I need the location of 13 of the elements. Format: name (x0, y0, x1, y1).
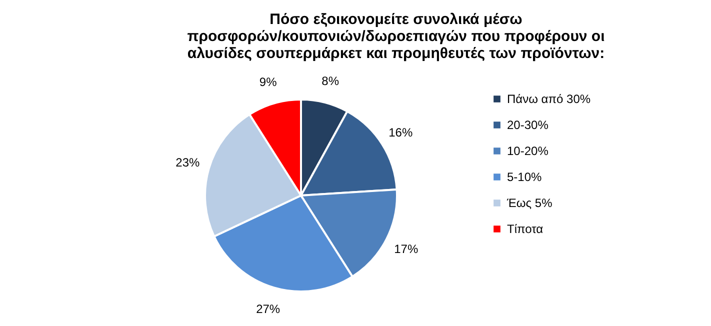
data-label: 9% (259, 75, 278, 90)
legend-label: 20-30% (507, 118, 549, 132)
legend-label: Πάνω από 30% (507, 92, 591, 106)
data-label: 27% (256, 302, 280, 316)
chart-title: Πόσο εξοικονομείτε συνολικά μέσω προσφορών/κουπονιών/δωροεπιαγών που προφέρουν οι αλυσίδες σουπερμάρκετ και προμηθευτές των προϊόντων: (187, 11, 605, 62)
legend-label: Έως 5% (506, 196, 553, 210)
data-label: 16% (388, 125, 413, 140)
data-label: 17% (394, 242, 418, 256)
legend-label: Τίποτα (507, 222, 544, 236)
legend-label: 10-20% (507, 144, 549, 158)
data-label: 23% (176, 156, 200, 170)
data-label: 8% (322, 74, 340, 88)
legend-label: 5-10% (507, 170, 542, 184)
